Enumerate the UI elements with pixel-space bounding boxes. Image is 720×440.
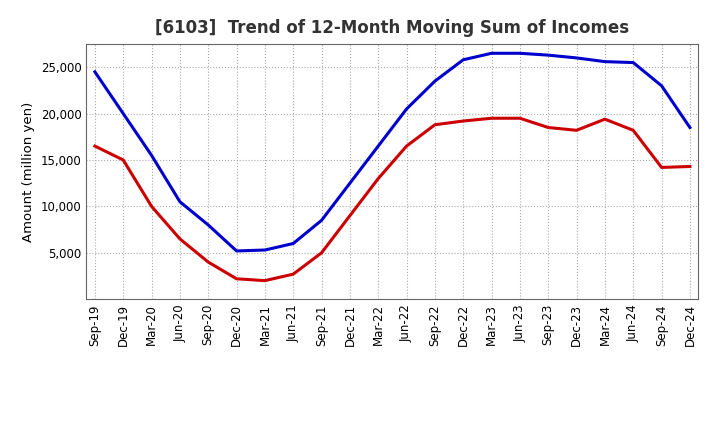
Ordinary Income (204, 222, 212, 227)
Net Income (261, 278, 269, 283)
Ordinary Income (119, 111, 127, 116)
Net Income (233, 276, 241, 282)
Net Income (516, 116, 524, 121)
Ordinary Income (516, 51, 524, 56)
Ordinary Income (318, 218, 326, 223)
Ordinary Income (431, 78, 439, 84)
Net Income (685, 164, 694, 169)
Net Income (374, 176, 382, 181)
Ordinary Income (233, 248, 241, 253)
Net Income (148, 204, 156, 209)
Title: [6103]  Trend of 12-Month Moving Sum of Incomes: [6103] Trend of 12-Month Moving Sum of I… (156, 19, 629, 37)
Ordinary Income (600, 59, 609, 64)
Ordinary Income (629, 60, 637, 65)
Net Income (91, 143, 99, 149)
Net Income (289, 271, 297, 277)
Ordinary Income (176, 199, 184, 205)
Net Income (657, 165, 666, 170)
Ordinary Income (374, 143, 382, 149)
Net Income (204, 260, 212, 265)
Net Income (402, 143, 411, 149)
Net Income (544, 125, 552, 130)
Net Income (487, 116, 496, 121)
Net Income (629, 128, 637, 133)
Ordinary Income (544, 52, 552, 58)
Ordinary Income (685, 125, 694, 130)
Ordinary Income (261, 247, 269, 253)
Ordinary Income (346, 180, 354, 186)
Line: Ordinary Income: Ordinary Income (95, 53, 690, 251)
Ordinary Income (91, 69, 99, 74)
Net Income (431, 122, 439, 127)
Ordinary Income (572, 55, 581, 61)
Ordinary Income (459, 57, 467, 62)
Ordinary Income (402, 106, 411, 112)
Line: Net Income: Net Income (95, 118, 690, 281)
Net Income (318, 250, 326, 256)
Ordinary Income (487, 51, 496, 56)
Net Income (176, 236, 184, 242)
Ordinary Income (148, 153, 156, 158)
Net Income (119, 158, 127, 163)
Net Income (459, 118, 467, 124)
Ordinary Income (289, 241, 297, 246)
Net Income (572, 128, 581, 133)
Y-axis label: Amount (million yen): Amount (million yen) (22, 102, 35, 242)
Legend: Ordinary Income, Net Income: Ordinary Income, Net Income (215, 439, 570, 440)
Net Income (600, 117, 609, 122)
Net Income (346, 213, 354, 218)
Ordinary Income (657, 83, 666, 88)
